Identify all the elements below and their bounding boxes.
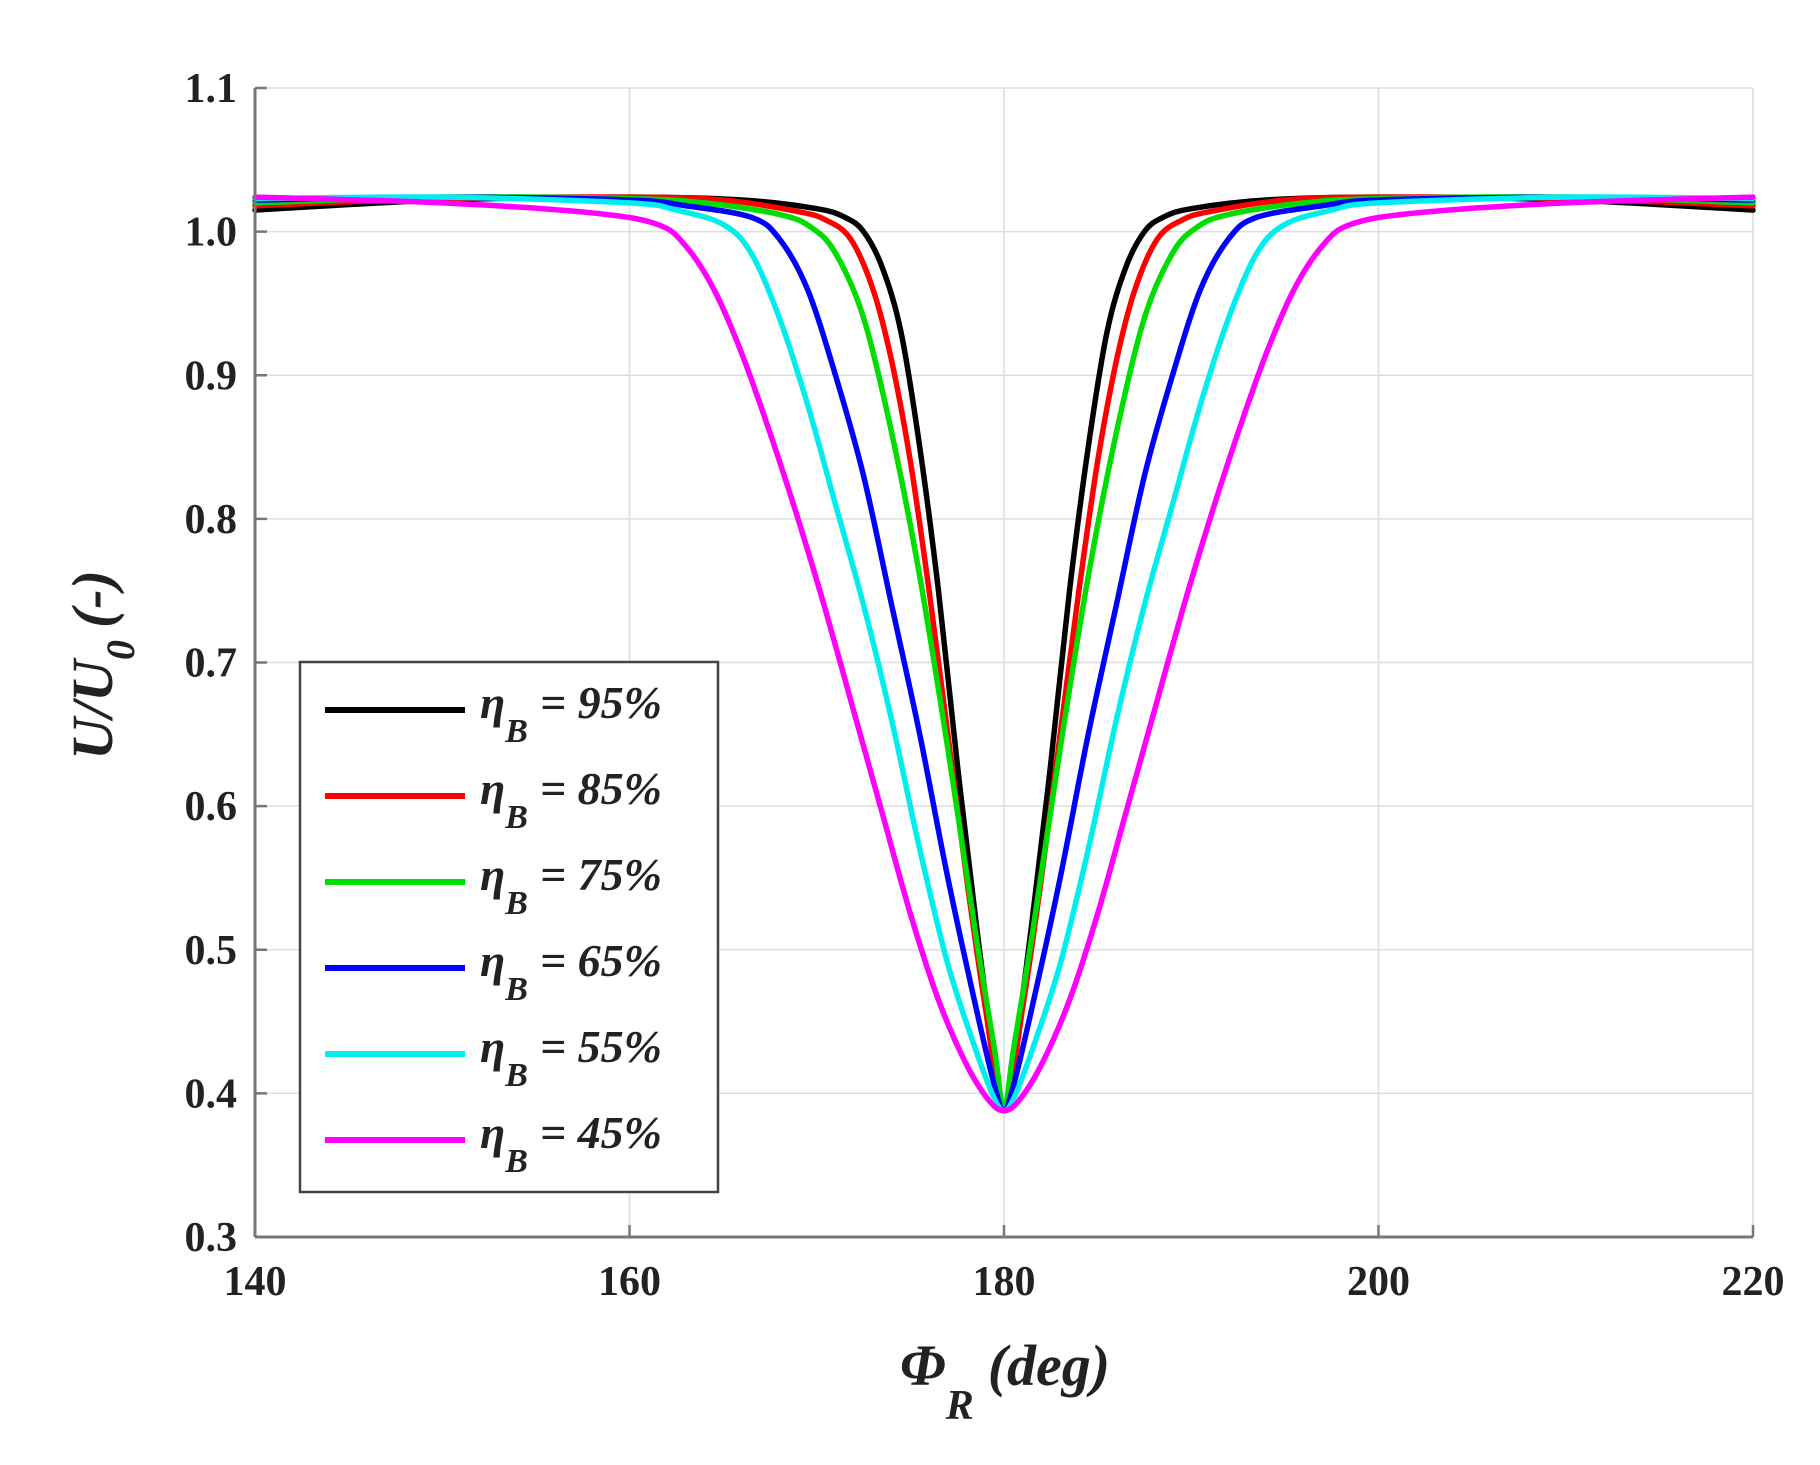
legend-label: ηB = 95% <box>480 677 662 750</box>
legend-entry-6: ηB = 45% <box>325 1107 662 1180</box>
legend-label-subscript: B <box>504 799 528 836</box>
legend-label-value: = 95% <box>540 677 662 728</box>
legend-label: ηB = 45% <box>480 1107 662 1180</box>
x-axis-title: ΦR (deg) <box>900 1333 1110 1429</box>
legend-entry-3: ηB = 75% <box>325 849 662 922</box>
x-axis-title-symbol: Φ <box>900 1333 946 1398</box>
legend-label-subscript: B <box>504 1057 528 1094</box>
series-layer <box>252 194 1756 1114</box>
legend-label: ηB = 75% <box>480 849 662 922</box>
y-tick-label: 0.4 <box>185 1071 238 1117</box>
x-tick-label: 220 <box>1722 1259 1785 1305</box>
y-tick-label: 0.8 <box>185 497 238 543</box>
y-axis-title-main: U/U <box>60 657 125 760</box>
y-tick-label: 0.3 <box>185 1215 238 1261</box>
x-tick-label: 160 <box>598 1259 661 1305</box>
legend-label-value: = 45% <box>540 1107 662 1158</box>
legend-label-symbol: η <box>480 1107 505 1158</box>
legend-entry-1: ηB = 95% <box>325 677 662 750</box>
legend-label-subscript: B <box>504 713 528 750</box>
y-tick-label: 1.0 <box>185 210 238 256</box>
y-tick-label: 0.7 <box>185 641 238 687</box>
x-axis-title-unit: (deg) <box>988 1333 1110 1398</box>
legend-entries: ηB= 95%ηB= 85%ηB= 75%ηB= 65%ηB= 55%ηB= 4… <box>325 677 662 1180</box>
y-axis-title-subscript: 0 <box>98 640 143 660</box>
legend-label-symbol: η <box>480 677 505 728</box>
legend-label-symbol: η <box>480 1021 505 1072</box>
y-tick-label: 1.1 <box>185 66 238 112</box>
y-tick-label: 0.9 <box>185 353 238 399</box>
x-axis-title-subscript: R <box>945 1383 974 1429</box>
legend-label: ηB = 65% <box>480 935 662 1008</box>
legend-label-symbol: η <box>480 849 505 900</box>
legend: ηB= 95%ηB= 85%ηB= 75%ηB= 65%ηB= 55%ηB= 4… <box>298 660 720 1194</box>
legend-entry-4: ηB = 65% <box>325 935 662 1008</box>
legend-box <box>298 660 720 1194</box>
legend-label-value: = 85% <box>540 763 662 814</box>
legend-label-value: = 65% <box>540 935 662 986</box>
ticks-layer: 140 160 180 200 220 0.3 0.4 0.5 0.6 0.7 0.8 0.9 1.0 1… <box>185 66 1785 1305</box>
y-axis-title: U/U0 (-) <box>60 570 143 760</box>
legend-label-value: = 55% <box>540 1021 662 1072</box>
x-tick-label: 200 <box>1347 1259 1410 1305</box>
y-axis-title-unit: (-) <box>60 570 125 628</box>
legend-label-value: = 75% <box>540 849 662 900</box>
x-tick-label: 180 <box>973 1259 1036 1305</box>
legend-label-subscript: B <box>504 971 528 1008</box>
series-line-6 <box>252 194 1756 1114</box>
legend-entry-2: ηB = 85% <box>325 763 662 836</box>
legend-label-symbol: η <box>480 935 505 986</box>
legend-label-subscript: B <box>504 1143 528 1180</box>
legend-label: ηB = 55% <box>480 1021 662 1094</box>
legend-entry-5: ηB = 55% <box>325 1021 662 1094</box>
legend-label-subscript: B <box>504 885 528 922</box>
x-tick-label: 140 <box>224 1259 287 1305</box>
y-tick-label: 0.6 <box>185 784 238 830</box>
legend-label-symbol: η <box>480 763 505 814</box>
y-tick-label: 0.5 <box>185 928 238 974</box>
legend-label: ηB = 85% <box>480 763 662 836</box>
